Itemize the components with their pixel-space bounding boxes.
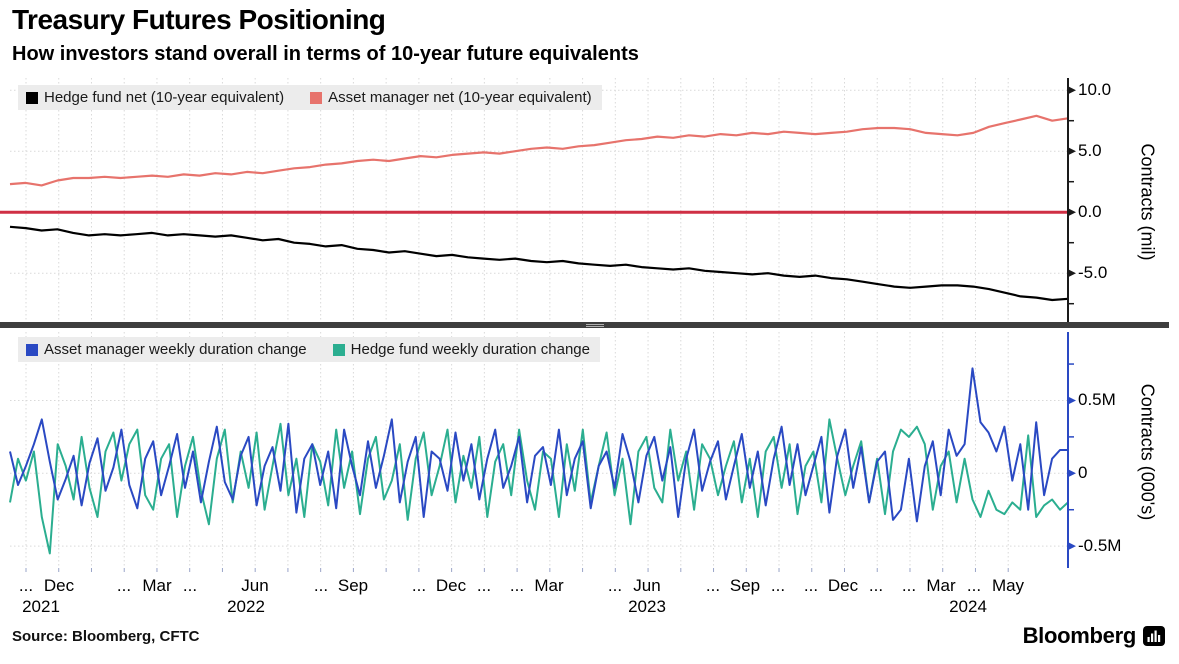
legend-item: Hedge fund net (10-year equivalent) (26, 89, 284, 106)
page-subtitle: How investors stand overall in terms of … (12, 43, 639, 65)
x-tick-label: ... (803, 576, 819, 595)
legend-label: Asset manager net (10-year equivalent) (328, 89, 592, 106)
y-tick-label: 0.0 (1078, 202, 1102, 222)
y-tick-label: -0.5M (1078, 536, 1122, 556)
x-tick-label: ... (509, 576, 525, 595)
x-tick-label: ... (18, 576, 34, 595)
x-tick-label: ... (411, 576, 427, 595)
x-tick-label: ... (182, 576, 198, 595)
y-axis-title-bottom: Contracts (000's) (1137, 383, 1158, 521)
x-tick-label: ... (313, 576, 329, 595)
x-tick-label: ... (966, 576, 982, 595)
legend-item: Asset manager net (10-year equivalent) (310, 89, 592, 106)
y-tick-label: 0 (1078, 463, 1088, 483)
x-tick-label: Dec (435, 576, 467, 595)
legend-top-panel: Hedge fund net (10-year equivalent) Asset… (18, 85, 602, 110)
x-tick-label: Mar (142, 576, 172, 595)
x-tick-label: Jun (633, 576, 661, 595)
x-tick-label: ... (705, 576, 721, 595)
legend-label: Hedge fund net (10-year equivalent) (44, 89, 285, 106)
legend-swatch-icon (310, 91, 323, 104)
y-tick-label: 10.0 (1078, 80, 1112, 100)
y-tick-label: -5.0 (1078, 263, 1108, 283)
x-tick-label: ... (476, 576, 492, 595)
x-tick-label: Jun (241, 576, 269, 595)
x-tick-label: Mar (534, 576, 564, 595)
x-year-label: 2024 (949, 597, 987, 616)
x-tick-label: ... (868, 576, 884, 595)
x-year-label: 2021 (22, 597, 60, 616)
legend-item: Asset manager weekly duration change (26, 341, 307, 358)
x-tick-label: ... (901, 576, 917, 595)
x-tick-label: Dec (827, 576, 859, 595)
legend-swatch-icon (26, 91, 38, 104)
source-note: Source: Bloomberg, CFTC (12, 628, 200, 645)
legend-swatch-icon (332, 343, 345, 356)
x-tick-label: Sep (729, 576, 761, 595)
bloomberg-logo: Bloomberg (1023, 623, 1165, 649)
x-tick-label: May (991, 576, 1025, 595)
x-tick-label: ... (770, 576, 786, 595)
bloomberg-chart-icon (1143, 625, 1165, 646)
x-tick-label: ... (607, 576, 623, 595)
x-year-label: 2022 (227, 597, 265, 616)
panel-resize-handle[interactable] (581, 322, 609, 328)
x-tick-label: Sep (337, 576, 369, 595)
legend-item: Hedge fund weekly duration change (332, 341, 590, 358)
bloomberg-wordmark: Bloomberg (1022, 623, 1137, 648)
x-tick-label: Dec (43, 576, 75, 595)
x-tick-label: Mar (926, 576, 956, 595)
x-tick-label: ... (116, 576, 132, 595)
legend-bottom-panel: Asset manager weekly duration change Hedg… (18, 337, 600, 362)
legend-swatch-icon (26, 343, 38, 356)
y-axis-title-top: Contracts (mil) (1137, 143, 1158, 261)
page-title: Treasury Futures Positioning (12, 4, 386, 35)
y-tick-label: 0.5M (1078, 390, 1116, 410)
y-tick-label: 5.0 (1078, 141, 1102, 161)
legend-label: Hedge fund weekly duration change (350, 341, 590, 358)
legend-label: Asset manager weekly duration change (44, 341, 307, 358)
x-year-label: 2023 (628, 597, 666, 616)
